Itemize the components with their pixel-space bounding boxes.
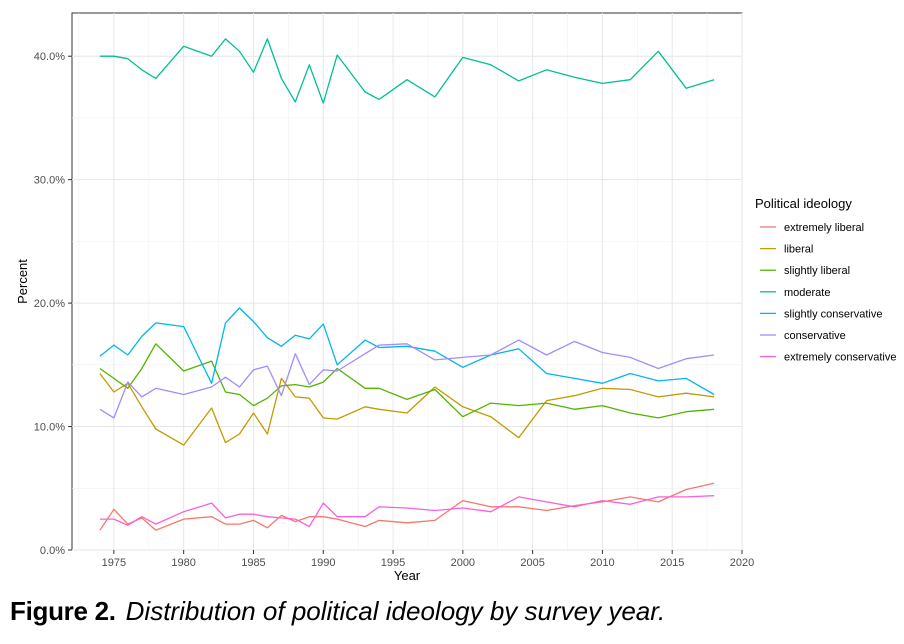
series-lines — [99, 38, 715, 531]
figure-caption-text: Distribution of political ideology by su… — [125, 596, 666, 626]
ideology-line-chart: 1975 1980 1985 1990 1995 2000 2005 2010 2015 2020… — [15, 12, 897, 583]
x-tick-label: 2010 — [590, 557, 614, 569]
legend-label: conservative — [784, 330, 846, 342]
series-line-moderate — [99, 38, 715, 104]
y-tick-label: 40.0% — [34, 51, 65, 63]
x-tick-label: 1985 — [241, 557, 265, 569]
series-line-slightly-liberal — [99, 343, 715, 419]
x-tick-label: 2000 — [451, 557, 475, 569]
figure-caption: Figure 2. Distribution of political ideol… — [10, 596, 665, 627]
y-tick-label: 30.0% — [34, 175, 65, 187]
gridlines — [72, 13, 743, 551]
y-tick-label: 10.0% — [34, 422, 65, 434]
legend-label: liberal — [784, 244, 813, 256]
legend-label: extremely conservative — [784, 352, 897, 364]
figure-label: Figure 2. — [10, 596, 116, 626]
x-tick-label: 1995 — [381, 557, 405, 569]
x-tick-label: 1975 — [102, 557, 126, 569]
y-axis-title: Percent — [15, 259, 30, 304]
x-tick-label: 1990 — [311, 557, 335, 569]
y-tick-label: 20.0% — [34, 298, 65, 310]
y-axis: 0.0% 10.0% 20.0% 30.0% 40.0% — [34, 51, 72, 557]
legend-label: extremely liberal — [784, 222, 864, 234]
x-axis-title: Year — [394, 568, 421, 583]
series-line-conservative — [99, 339, 715, 419]
x-tick-label: 2015 — [660, 557, 684, 569]
x-tick-label: 1980 — [171, 557, 195, 569]
legend: Political ideology extremely liberal libe… — [755, 196, 897, 364]
series-line-liberal — [99, 373, 715, 446]
legend-label: slightly liberal — [784, 265, 850, 277]
plot-panel — [71, 12, 743, 551]
legend-label: moderate — [784, 287, 830, 299]
x-tick-label: 2005 — [520, 557, 544, 569]
series-line-slightly-conservative — [99, 307, 715, 396]
legend-title: Political ideology — [755, 196, 852, 211]
series-line-extremely-conservative — [99, 495, 715, 528]
legend-label: slightly conservative — [784, 308, 882, 320]
x-tick-label: 2020 — [730, 557, 754, 569]
series-line-extremely-liberal — [99, 482, 715, 531]
x-axis: 1975 1980 1985 1990 1995 2000 2005 2010 2015 2020 — [102, 550, 754, 569]
y-tick-label: 0.0% — [40, 545, 65, 557]
